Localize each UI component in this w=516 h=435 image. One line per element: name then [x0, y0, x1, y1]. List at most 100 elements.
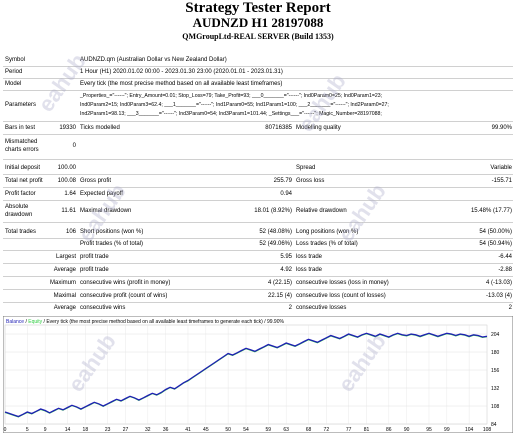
quality-label: Modelling quality: [296, 125, 341, 131]
x-tick-label: 41: [185, 427, 191, 433]
x-tick-label: 108: [483, 427, 492, 433]
chart-legend: Balance / Equity / Every tick (the most …: [6, 319, 284, 325]
gross-loss-value: -155.71: [491, 178, 512, 184]
max-consecutive-losses-value: 4 (-13.03): [485, 280, 512, 286]
period-value: 1 Hour (H1) 2020.01.02 00:00 - 2023.01.3…: [80, 69, 283, 75]
x-tick-label: 50: [225, 427, 231, 433]
bars-value: 19330: [59, 125, 76, 131]
legend-separator: /: [24, 319, 28, 325]
y-tick-label: 204: [491, 332, 500, 338]
divider: [3, 289, 513, 290]
loss-trades-label: Loss trades (% of total): [296, 241, 358, 247]
divider: [3, 66, 513, 67]
spread-label: Spread: [296, 165, 316, 171]
y-tick-label: 132: [491, 386, 500, 392]
period-label: Period: [5, 69, 23, 75]
short-positions-label: Short positions (won %): [80, 229, 144, 235]
mismatch-label: Mismatched: [5, 139, 38, 145]
model-value: Every tick (the most precise method base…: [80, 81, 283, 87]
divider: [3, 78, 513, 79]
divider: [3, 90, 513, 91]
y-tick-label: 156: [491, 368, 500, 374]
x-tick-label: 90: [404, 427, 410, 433]
model-label: Model: [5, 81, 22, 87]
expected-payoff-label: Expected payoff: [80, 191, 123, 197]
x-axis-ticks: 0 5 9 14 18 23 27 32 36 41 45 50 54 59 63 68 72 77 81 86 90 9…: [4, 427, 492, 433]
parameters-line-2: Ind0Param2=15; Ind0Param3=62.4; ___1____…: [80, 102, 389, 108]
ticks-label: Ticks modelled: [80, 125, 120, 131]
maximal-drawdown-label: Maximal drawdown: [80, 208, 132, 214]
y-tick-label: 84: [491, 422, 497, 428]
x-tick-label: 63: [283, 427, 289, 433]
x-tick-label: 81: [364, 427, 370, 433]
mismatch-value: 0: [72, 143, 76, 149]
x-tick-label: 99: [444, 427, 450, 433]
maximum-label: Maximum: [49, 280, 76, 286]
x-tick-label: 45: [203, 427, 209, 433]
x-tick-label: 86: [386, 427, 392, 433]
loss-trades-value: 54 (50.94%): [479, 241, 512, 247]
spread-value: Variable: [490, 165, 512, 171]
divider: [3, 302, 513, 303]
x-tick-label: 32: [145, 427, 151, 433]
average-loss-label: loss trade: [296, 267, 323, 273]
maximal-profit-label: consecutive profit (count of wins): [80, 293, 168, 299]
legend-balance: Balance: [6, 319, 24, 325]
x-tick-label: 54: [243, 427, 249, 433]
y-axis-ticks: 204 180 156 132 108 84: [491, 332, 500, 428]
gross-loss-label: Gross loss: [296, 178, 325, 184]
page-title: Strategy Tester Report: [185, 0, 331, 16]
avg-consecutive-wins-label: consecutive wins: [80, 305, 126, 311]
x-tick-label: 23: [105, 427, 111, 433]
max-consecutive-wins-value: 4 (22.15): [267, 280, 292, 286]
x-tick-label: 5: [26, 427, 29, 433]
gross-profit-value: 255.79: [273, 178, 292, 184]
average-profit-value: 4.92: [280, 267, 292, 273]
x-tick-label: 14: [65, 427, 71, 433]
expected-payoff-value: 0.94: [280, 191, 292, 197]
initial-deposit-label: Initial deposit: [5, 165, 41, 171]
divider: [3, 238, 513, 239]
report-subtitle: AUDNZD H1 28197088: [192, 15, 324, 30]
absolute-drawdown-value: 11.61: [61, 208, 76, 214]
avg-consecutive-losses-value: 2: [508, 305, 512, 311]
server-name: QMGroupLtd-REAL SERVER (Build 1353): [182, 32, 334, 41]
ticks-value: 80716385: [265, 125, 292, 131]
divider: [3, 159, 513, 160]
max-consecutive-wins-label: consecutive wins (profit in money): [80, 280, 171, 286]
maximal-loss-value: -13.03 (4): [485, 293, 512, 299]
divider: [3, 276, 513, 277]
x-tick-label: 18: [83, 427, 89, 433]
maximal-label: Maximal: [53, 293, 76, 299]
symbol-value: AUDNZD.qm (Australian Dollar vs New Zeal…: [80, 57, 227, 63]
long-positions-value: 54 (50.00%): [479, 229, 512, 235]
maximal-loss-label: consecutive loss (count of losses): [296, 293, 386, 299]
divider: [3, 250, 513, 251]
relative-drawdown-value: 15.48% (17.77): [470, 208, 512, 214]
legend-equity: Equity: [28, 319, 42, 325]
absolute-drawdown-label-2: drawdown: [5, 212, 33, 218]
maximal-drawdown-value: 18.01 (8.92%): [254, 208, 292, 214]
gross-profit-label: Gross profit: [80, 178, 112, 184]
relative-drawdown-label: Relative drawdown: [296, 208, 347, 214]
profit-trades-value: 52 (49.06%): [259, 241, 292, 247]
max-consecutive-losses-label: consecutive losses (loss in money): [296, 280, 389, 286]
mismatch-label-2: charts errors: [5, 147, 39, 153]
maximal-profit-value: 22.15 (4): [267, 293, 292, 299]
largest-loss-label: loss trade: [296, 254, 323, 260]
average-loss-value: -2.88: [498, 267, 512, 273]
symbol-label: Symbol: [5, 57, 26, 63]
balance-line: [4, 332, 488, 418]
profit-factor-label: Profit factor: [5, 191, 36, 197]
divider: [3, 134, 513, 135]
avg-consecutive-label: Average: [53, 305, 76, 311]
x-tick-label: 68: [306, 427, 312, 433]
divider: [3, 187, 513, 188]
initial-deposit-value: 100.00: [57, 165, 76, 171]
average-profit-label: profit trade: [80, 267, 109, 273]
x-tick-label: 59: [266, 427, 272, 433]
x-tick-label: 36: [163, 427, 169, 433]
x-tick-label: 72: [324, 427, 330, 433]
x-tick-label: 27: [123, 427, 129, 433]
